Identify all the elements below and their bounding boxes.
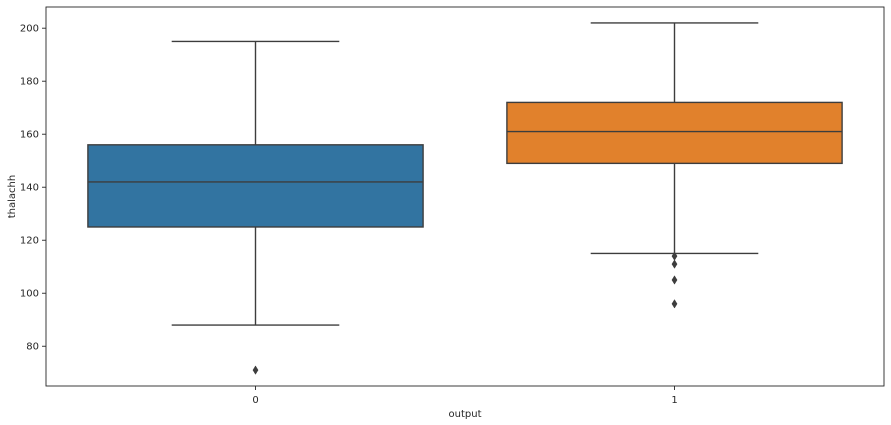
box-group-1 — [506, 22, 843, 309]
y-axis: 80 100 120 140 160 180 200 — [20, 24, 46, 353]
outlier-point — [671, 259, 678, 269]
y-tick-label: 140 — [20, 183, 39, 194]
outlier-point — [671, 275, 678, 285]
x-axis-label: output — [449, 409, 482, 420]
y-tick-label: 100 — [20, 289, 39, 300]
y-tick-label: 160 — [20, 130, 39, 141]
x-tick-label: 1 — [671, 395, 677, 406]
plot-frame — [45, 6, 885, 387]
outlier-point — [252, 365, 259, 375]
iqr-box — [87, 144, 424, 228]
iqr-box — [506, 101, 843, 165]
y-tick-label: 120 — [20, 236, 39, 247]
boxes-layer — [87, 22, 843, 375]
y-tick-label: 200 — [20, 24, 39, 35]
outlier-point — [671, 299, 678, 309]
y-tick-label: 80 — [26, 342, 39, 353]
y-tick-label: 180 — [20, 77, 39, 88]
outlier-point — [671, 251, 678, 261]
x-tick-label: 0 — [252, 395, 258, 406]
y-axis-label: thalachh — [7, 175, 18, 218]
box-group-0 — [87, 40, 424, 375]
